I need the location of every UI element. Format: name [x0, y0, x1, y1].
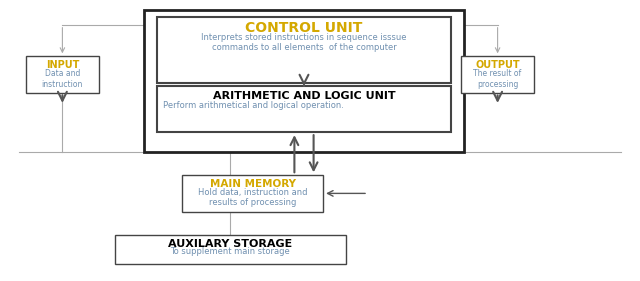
Text: ARITHMETIC AND LOGIC UNIT: ARITHMETIC AND LOGIC UNIT — [212, 91, 396, 101]
Text: AUXILARY STORAGE: AUXILARY STORAGE — [168, 239, 292, 249]
Text: Hold data, instruction and
results of processing: Hold data, instruction and results of pr… — [198, 188, 308, 207]
Bar — [157, 17, 451, 83]
Bar — [157, 86, 451, 132]
Text: CONTROL UNIT: CONTROL UNIT — [245, 21, 363, 35]
Bar — [26, 56, 99, 92]
Text: OUTPUT: OUTPUT — [476, 60, 520, 70]
Text: Perform arithmetical and logical operation.: Perform arithmetical and logical operati… — [163, 101, 344, 110]
Bar — [144, 10, 464, 152]
Text: Interprets stored instructions in sequence isssue
commands to all elements  of t: Interprets stored instructions in sequen… — [201, 33, 407, 53]
Text: MAIN MEMORY: MAIN MEMORY — [210, 179, 296, 189]
Bar — [115, 235, 346, 264]
Bar — [461, 56, 534, 92]
Text: To supplement main storage: To supplement main storage — [170, 247, 291, 256]
Text: The result of
processing: The result of processing — [474, 69, 522, 89]
Text: INPUT: INPUT — [45, 60, 79, 70]
Text: Data and
instruction: Data and instruction — [42, 69, 83, 89]
Bar — [182, 175, 323, 212]
